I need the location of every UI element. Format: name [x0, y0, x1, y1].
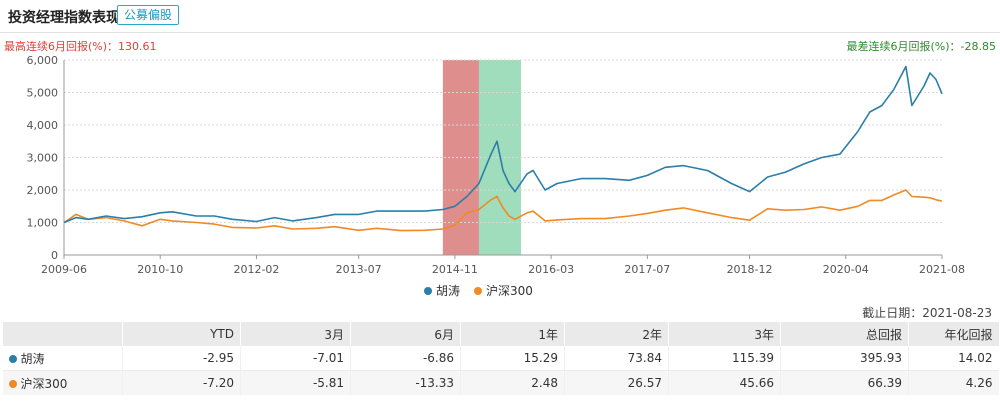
x-tick-label: 2017-07 [624, 263, 670, 276]
fund-type-tag[interactable]: 公募偏股 [117, 5, 180, 25]
table-cell: -5.81 [240, 370, 351, 395]
y-tick-label: 6,000 [27, 54, 59, 67]
x-tick-label: 2020-04 [823, 263, 869, 276]
legend-label-index: 沪深300 [486, 284, 533, 298]
table-row: 沪深300 -7.20 -5.81 -13.33 2.48 26.57 45.6… [2, 370, 999, 395]
x-tick-label: 2010-10 [137, 263, 183, 276]
y-tick-label: 1,000 [27, 217, 59, 230]
col-header-6m: 6月 [350, 322, 461, 346]
table-cell: 73.84 [564, 346, 669, 371]
x-tick-label: 2013-07 [336, 263, 382, 276]
table-cell: 4.26 [908, 370, 999, 395]
performance-chart: 0 1,000 2,000 3,000 4,000 5,000 6,000 2009-06 2… [27, 54, 965, 298]
table-cell: -7.01 [240, 346, 351, 371]
x-tick-label: 2018-12 [727, 263, 773, 276]
legend-dot-index [474, 287, 482, 295]
y-tick-label: 0 [51, 249, 58, 262]
row-name-cell: 沪深300 [2, 370, 123, 395]
panel-header: 投资经理指数表现 公募偏股 [0, 0, 1000, 33]
table-cell: 45.66 [668, 370, 781, 395]
table-cell: -6.86 [350, 346, 461, 371]
x-tick-label: 2009-06 [41, 263, 87, 276]
returns-table: YTD 3月 6月 1年 2年 3年 总回报 年化回报 胡涛 -2.95 -7.… [2, 322, 999, 395]
table-cell: 395.93 [780, 346, 909, 371]
y-tick-label: 2,000 [27, 184, 59, 197]
panel-title: 投资经理指数表现 [8, 10, 120, 26]
table-header-row: YTD 3月 6月 1年 2年 3年 总回报 年化回报 [2, 322, 999, 346]
as-of-date: 截止日期：2021-08-23 [862, 306, 992, 320]
x-tick-label: 2014-11 [432, 263, 478, 276]
row-name: 沪深300 [20, 376, 68, 391]
table-cell: 2.48 [460, 370, 565, 395]
x-tick-label: 2021-08 [919, 263, 965, 276]
x-tick-label: 2012-02 [233, 263, 279, 276]
col-header-1y: 1年 [460, 322, 565, 346]
table-row: 胡涛 -2.95 -7.01 -6.86 15.29 73.84 115.39 … [2, 346, 999, 371]
series-line-index [63, 189, 943, 232]
legend-dot-manager [424, 287, 432, 295]
worst-6m-return: 最差连续6月回报(%)：-28.85 [846, 40, 997, 53]
table-cell: -13.33 [350, 370, 461, 395]
x-tick-label: 2016-03 [528, 263, 574, 276]
table-cell: -7.20 [122, 370, 241, 395]
col-header-name [2, 322, 123, 346]
table-cell: 26.57 [564, 370, 669, 395]
col-header-3y: 3年 [668, 322, 781, 346]
table-cell: -2.95 [122, 346, 241, 371]
row-name: 胡涛 [20, 351, 45, 366]
series-line-manager [63, 65, 943, 224]
col-header-annualized: 年化回报 [908, 322, 999, 346]
table-cell: 15.29 [460, 346, 565, 371]
legend-label-manager: 胡涛 [436, 283, 460, 298]
series-dot-icon [8, 354, 17, 363]
y-tick-label: 4,000 [27, 119, 59, 132]
row-name-cell: 胡涛 [2, 346, 123, 371]
y-tick-label: 5,000 [27, 87, 59, 100]
col-header-ytd: YTD [122, 322, 241, 346]
series-dot-icon [8, 379, 17, 388]
best-6m-return: 最高连续6月回报(%)：130.61 [4, 40, 157, 53]
y-tick-label: 3,000 [27, 152, 59, 165]
table-cell: 14.02 [908, 346, 999, 371]
col-header-total: 总回报 [780, 322, 909, 346]
chart-legend: 胡涛 沪深300 [424, 283, 533, 298]
col-header-3m: 3月 [240, 322, 351, 346]
table-cell: 115.39 [668, 346, 781, 371]
col-header-2y: 2年 [564, 322, 669, 346]
table-cell: 66.39 [780, 370, 909, 395]
